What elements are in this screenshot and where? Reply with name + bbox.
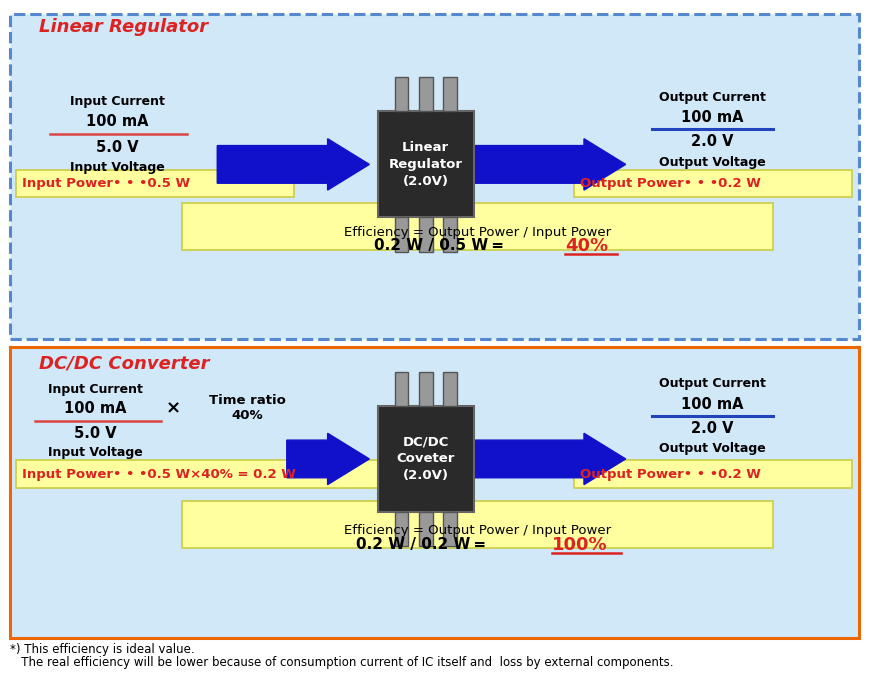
Bar bbox=[395, 77, 408, 112]
FancyBboxPatch shape bbox=[16, 170, 294, 197]
Text: 100 mA: 100 mA bbox=[64, 401, 127, 416]
Text: 40%: 40% bbox=[565, 237, 608, 255]
Text: Linear
Regulator
(2.0V): Linear Regulator (2.0V) bbox=[388, 141, 463, 188]
Bar bbox=[419, 77, 433, 112]
FancyBboxPatch shape bbox=[574, 460, 852, 488]
FancyArrow shape bbox=[217, 138, 369, 190]
Text: Efficiency = Output Power / Input Power: Efficiency = Output Power / Input Power bbox=[344, 525, 612, 537]
Bar bbox=[395, 371, 408, 406]
Bar bbox=[378, 406, 474, 512]
Text: Input Power• • •0.5 W×40% = 0.2 W: Input Power• • •0.5 W×40% = 0.2 W bbox=[22, 468, 295, 480]
Bar bbox=[419, 512, 433, 547]
Text: DC/DC Converter: DC/DC Converter bbox=[39, 354, 209, 372]
Text: 0.2 W / 0.5 W =: 0.2 W / 0.5 W = bbox=[374, 238, 507, 253]
Bar bbox=[443, 512, 457, 547]
Bar bbox=[443, 218, 457, 252]
Text: Output Voltage: Output Voltage bbox=[660, 156, 766, 169]
Text: 100 mA: 100 mA bbox=[681, 397, 744, 412]
Text: The real efficiency will be lower because of consumption current of IC itself an: The real efficiency will be lower becaus… bbox=[10, 656, 674, 669]
Text: 100%: 100% bbox=[552, 536, 607, 553]
Text: Linear Regulator: Linear Regulator bbox=[39, 18, 209, 36]
Bar bbox=[378, 112, 474, 218]
Bar bbox=[419, 218, 433, 252]
Text: Input Current: Input Current bbox=[48, 383, 143, 395]
Text: Input Current: Input Current bbox=[70, 95, 165, 108]
FancyBboxPatch shape bbox=[10, 14, 859, 339]
Text: 5.0 V: 5.0 V bbox=[96, 140, 139, 155]
Bar bbox=[395, 218, 408, 252]
Text: Efficiency = Output Power / Input Power: Efficiency = Output Power / Input Power bbox=[344, 227, 612, 239]
Text: *) This efficiency is ideal value.: *) This efficiency is ideal value. bbox=[10, 643, 195, 656]
Text: Input Power• • •0.5 W: Input Power• • •0.5 W bbox=[22, 177, 189, 190]
Text: 40%: 40% bbox=[232, 409, 263, 421]
FancyBboxPatch shape bbox=[182, 203, 773, 250]
FancyArrow shape bbox=[287, 434, 369, 485]
FancyArrow shape bbox=[474, 434, 626, 485]
Bar bbox=[443, 371, 457, 406]
Text: Output Power• • •0.2 W: Output Power• • •0.2 W bbox=[580, 177, 761, 190]
Text: 2.0 V: 2.0 V bbox=[692, 134, 733, 149]
Text: 5.0 V: 5.0 V bbox=[74, 426, 117, 441]
Text: 0.2 W / 0.2 W =: 0.2 W / 0.2 W = bbox=[356, 537, 489, 552]
Text: Output Voltage: Output Voltage bbox=[660, 443, 766, 455]
Bar bbox=[419, 371, 433, 406]
Text: 100 mA: 100 mA bbox=[681, 110, 744, 125]
FancyBboxPatch shape bbox=[16, 460, 389, 488]
Text: 100 mA: 100 mA bbox=[86, 114, 149, 129]
Text: Input Voltage: Input Voltage bbox=[48, 447, 143, 459]
Text: 2.0 V: 2.0 V bbox=[692, 421, 733, 436]
Text: Input Voltage: Input Voltage bbox=[70, 161, 165, 173]
FancyBboxPatch shape bbox=[182, 501, 773, 548]
Text: Output Current: Output Current bbox=[660, 91, 766, 103]
Bar bbox=[395, 512, 408, 547]
Text: Output Power• • •0.2 W: Output Power• • •0.2 W bbox=[580, 468, 761, 480]
Text: Output Current: Output Current bbox=[660, 377, 766, 390]
Text: DC/DC
Coveter
(2.0V): DC/DC Coveter (2.0V) bbox=[396, 436, 455, 482]
FancyBboxPatch shape bbox=[10, 347, 859, 638]
FancyArrow shape bbox=[474, 138, 626, 190]
Bar bbox=[443, 77, 457, 112]
Text: Time ratio: Time ratio bbox=[209, 394, 286, 406]
FancyBboxPatch shape bbox=[574, 170, 852, 197]
Text: ×: × bbox=[166, 399, 182, 417]
